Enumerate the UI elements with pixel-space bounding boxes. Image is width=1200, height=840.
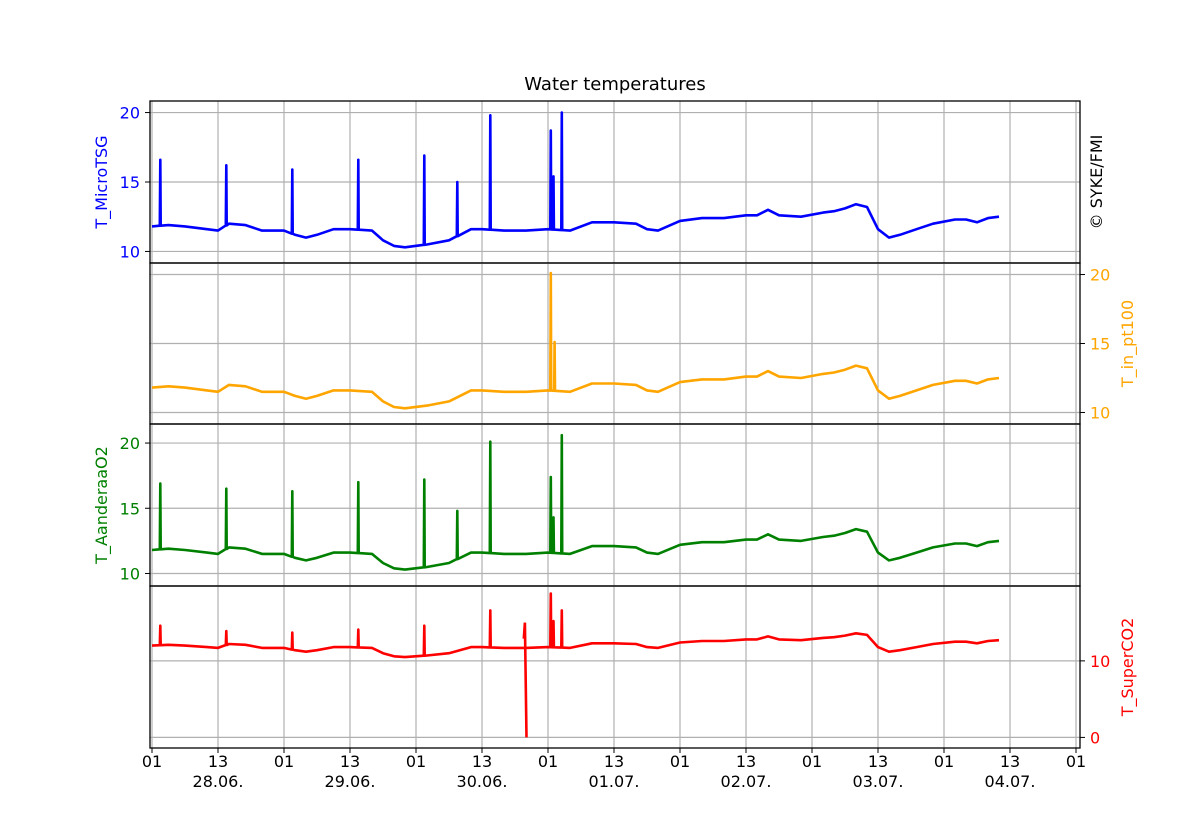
x-date-label: 03.07. [853, 772, 904, 791]
y-tick-label: 10 [1090, 652, 1110, 671]
x-tick-label: 13 [1000, 752, 1020, 771]
y-axis-label-T_in_pt100: T_in_pt100 [1118, 300, 1138, 388]
y-tick-label: 10 [120, 242, 140, 261]
y-axis-label-T_SuperCO2: T_SuperCO2 [1118, 618, 1138, 718]
y-tick-label: 10 [1090, 403, 1110, 422]
x-tick-label: 01 [142, 752, 162, 771]
x-tick-label: 01 [670, 752, 690, 771]
x-tick-label: 01 [406, 752, 426, 771]
y-tick-label: 10 [120, 564, 140, 583]
x-date-label: 28.06. [193, 772, 244, 791]
series-line-T_MicroTSG [151, 111, 1000, 249]
x-tick-label: 13 [208, 752, 228, 771]
x-tick-label: 13 [472, 752, 492, 771]
y-tick-label: 15 [120, 173, 140, 192]
x-date-label: 04.07. [985, 772, 1036, 791]
y-tick-label: 0 [1090, 728, 1100, 747]
y-tick-label: 20 [120, 434, 140, 453]
copyright-label: © SYKE/FMI [1087, 135, 1106, 230]
x-tick-label: 13 [604, 752, 624, 771]
x-tick-label: 01 [934, 752, 954, 771]
x-tick-label: 01 [1066, 752, 1086, 771]
series-line-T_SuperCO2 [151, 592, 1000, 659]
y-tick-label: 20 [120, 104, 140, 123]
y-tick-label: 15 [120, 499, 140, 518]
series-line-T_AanderaaO2 [151, 433, 1000, 571]
x-date-label: 30.06. [457, 772, 508, 791]
series-dropout-T_SuperCO2 [522, 622, 528, 738]
x-date-label: 29.06. [325, 772, 376, 791]
x-date-label: 02.07. [721, 772, 772, 791]
x-tick-label: 01 [538, 752, 558, 771]
chart-title: Water temperatures [524, 74, 705, 95]
y-axis-label-T_MicroTSG: T_MicroTSG [92, 135, 112, 229]
x-tick-label: 01 [274, 752, 294, 771]
x-tick-label: 13 [736, 752, 756, 771]
x-date-label: 01.07. [589, 772, 640, 791]
y-tick-label: 20 [1090, 266, 1110, 285]
panel-frame [149, 585, 1081, 749]
x-tick-label: 13 [868, 752, 888, 771]
x-tick-label: 13 [340, 752, 360, 771]
series-line-T_in_pt100 [151, 271, 1000, 410]
y-tick-label: 15 [1090, 335, 1110, 354]
y-axis-label-T_AanderaaO2: T_AanderaaO2 [92, 446, 112, 565]
panel-frame [149, 423, 1081, 587]
x-tick-label: 01 [802, 752, 822, 771]
